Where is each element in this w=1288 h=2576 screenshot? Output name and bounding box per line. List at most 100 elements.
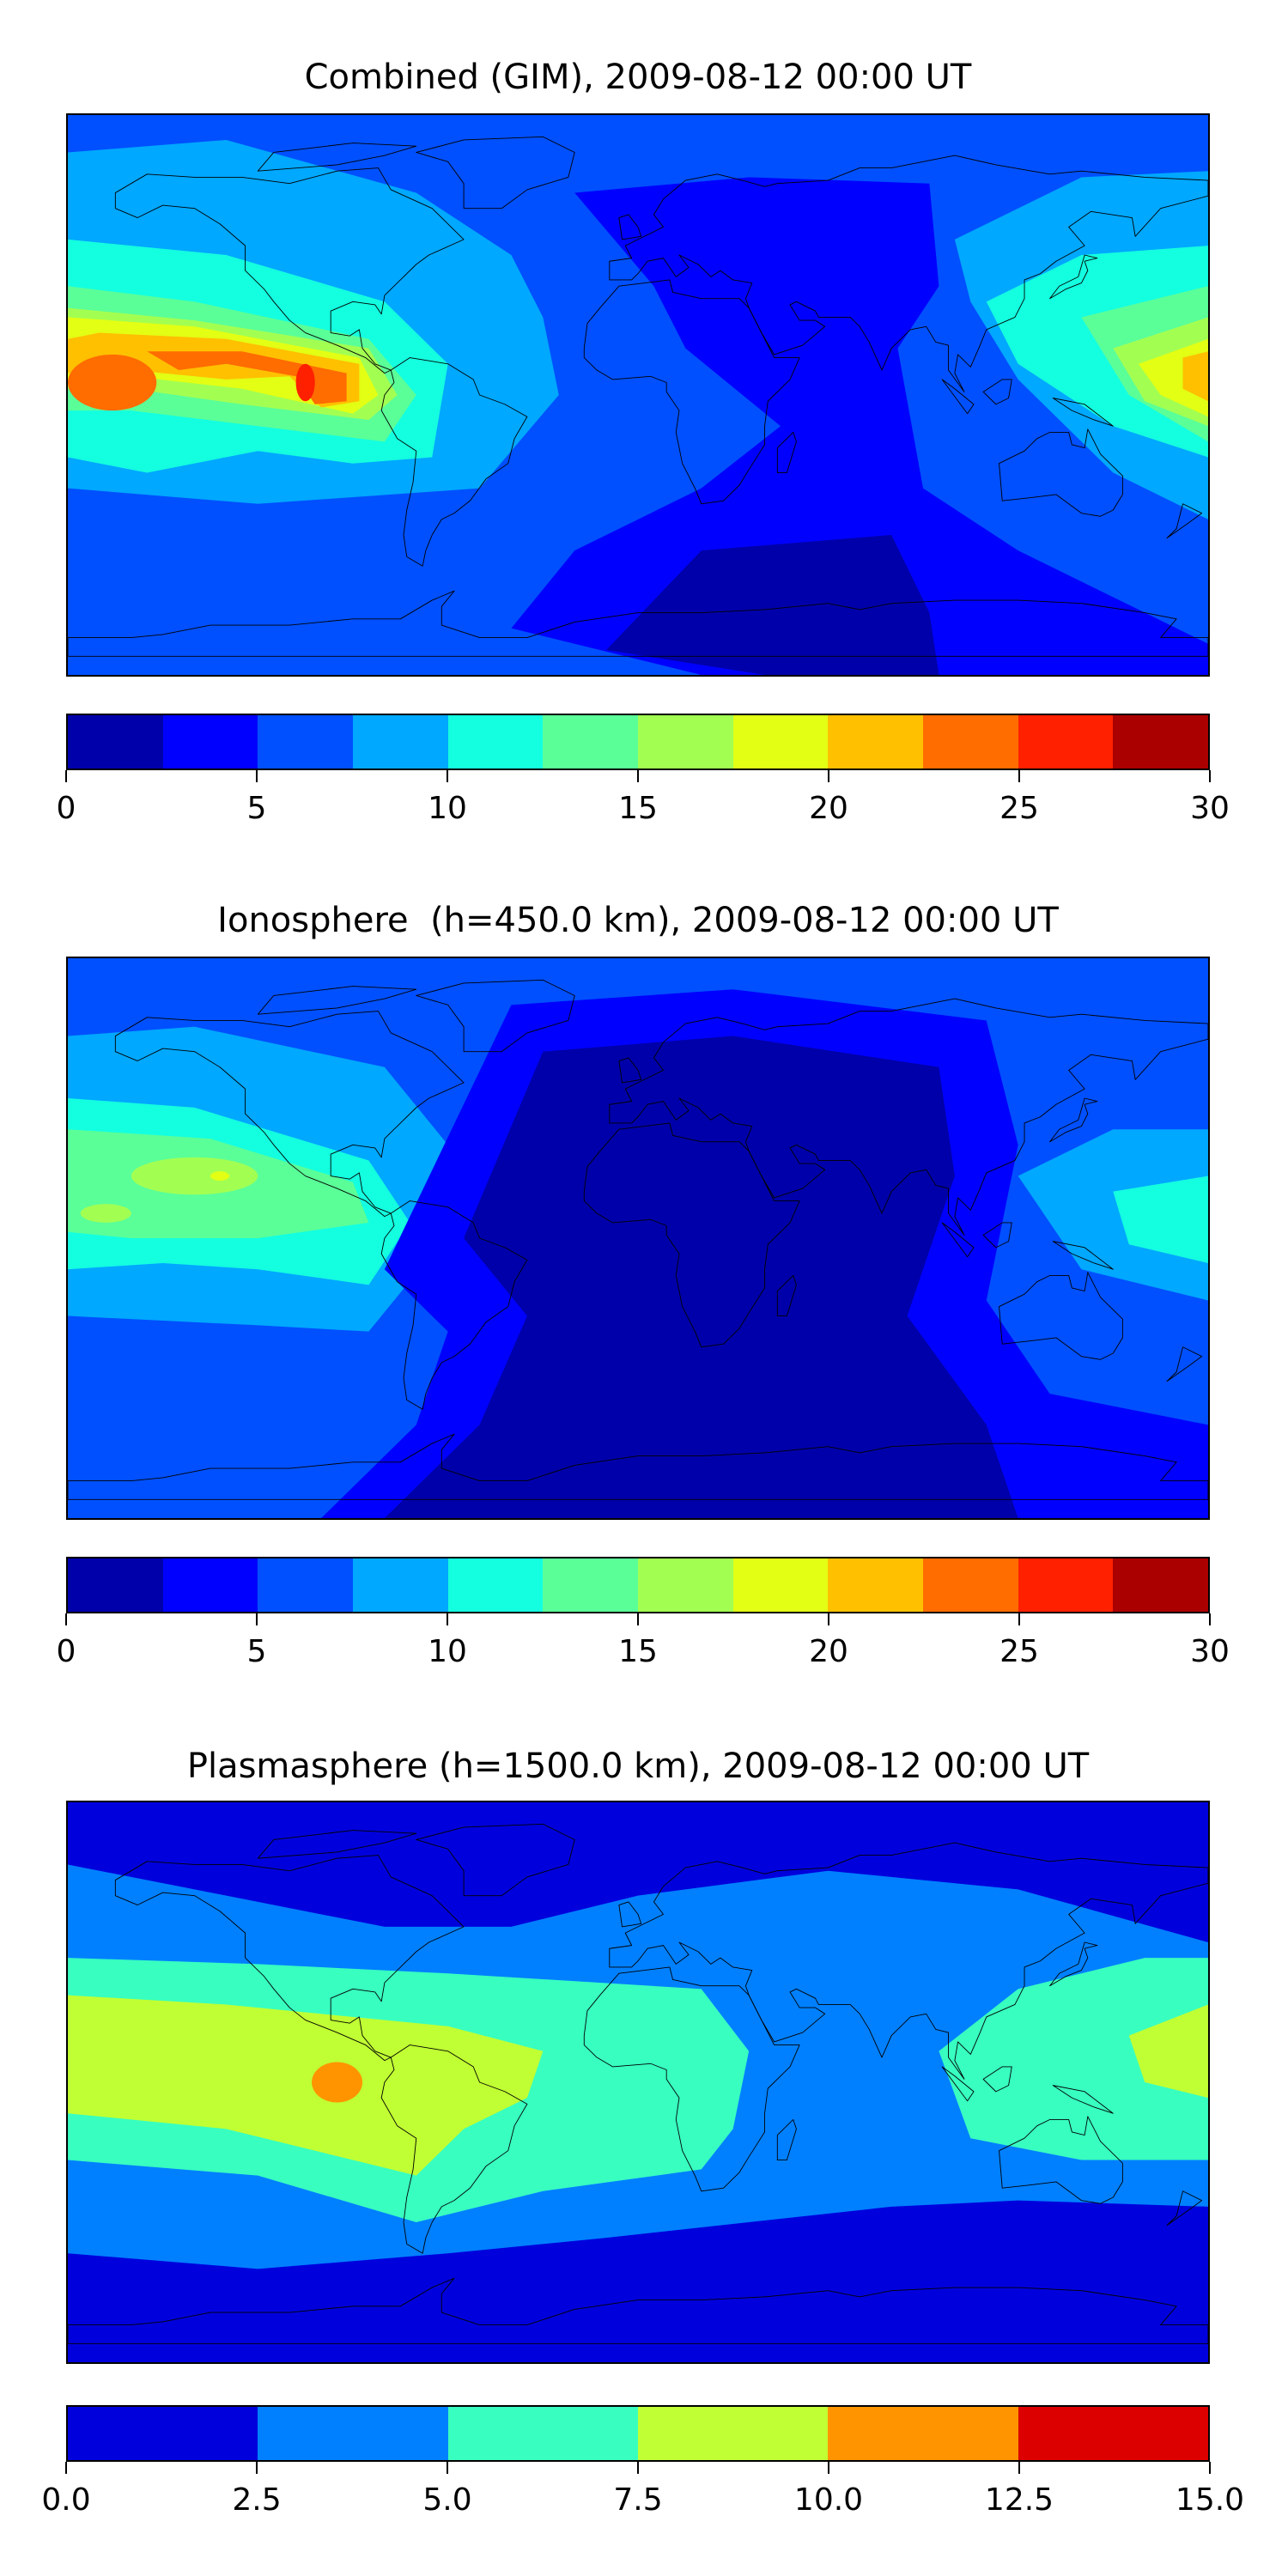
coastline: [115, 1012, 464, 1217]
contour-0-2.5: [68, 2200, 1208, 2362]
coastline: [1053, 2086, 1113, 2114]
coastline: [416, 137, 574, 208]
colorbar-segment: [828, 715, 924, 769]
colorbar-tick-label: 20: [809, 1634, 848, 1669]
colorbar-ionosphere: [66, 1557, 1210, 1613]
colorbar-segment: [828, 2407, 1018, 2460]
colorbar-segment: [543, 1558, 639, 1612]
colorbar-segment: [1113, 715, 1209, 769]
coastline: [999, 2117, 1123, 2203]
coastline: [619, 1058, 641, 1083]
contour-10-12.5: [1113, 1176, 1208, 1263]
coastline: [115, 1856, 464, 2061]
map-combined: [66, 113, 1210, 677]
coastline: [983, 380, 1012, 404]
contour-10-12.5: [312, 2062, 363, 2103]
colorbar-tick: [1018, 2462, 1020, 2474]
colorbar-tick-label: 7.5: [613, 2482, 663, 2518]
colorbar-plasmasphere: [66, 2405, 1210, 2462]
colorbar-tick-label: 30: [1190, 1634, 1230, 1669]
colorbar-tick: [256, 2462, 258, 2474]
colorbar-segment: [543, 715, 639, 769]
colorbar-tick: [1209, 2462, 1211, 2474]
colorbar-tick-label: 25: [999, 791, 1039, 826]
contour-20-22.5: [1182, 351, 1208, 402]
colorbar-tick: [65, 770, 67, 782]
coastline: [381, 358, 527, 567]
colorbar-segment: [258, 1558, 354, 1612]
colorbar-segment: [353, 715, 448, 769]
title-combined: Combined (GIM), 2009-08-12 00:00 UT: [304, 58, 972, 97]
contour-0-2.5: [606, 535, 939, 675]
colorbar-tick: [65, 2462, 67, 2474]
coastline: [115, 168, 464, 374]
colorbar-tick-label: 10: [428, 1634, 467, 1669]
title-ionosphere: Ionosphere (h=450.0 km), 2009-08-12 00:0…: [217, 901, 1059, 940]
colorbar-tick-label: 20: [809, 791, 848, 826]
contour-7.5-10: [1128, 2004, 1208, 2099]
colorbar-segment: [162, 1558, 258, 1612]
coastline: [258, 987, 416, 1015]
colorbar-segment: [1113, 1558, 1209, 1612]
coastline: [999, 1273, 1123, 1359]
colorbar-segment: [923, 1558, 1018, 1612]
colorbar-segment: [68, 1558, 163, 1612]
colorbar-segment: [353, 1558, 448, 1612]
colorbar-tick-label: 10: [428, 791, 467, 826]
coastline: [777, 432, 796, 472]
coastline: [1167, 1347, 1202, 1382]
title-plasmasphere: Plasmasphere (h=1500.0 km), 2009-08-12 0…: [186, 1747, 1090, 1786]
colorbar-tick: [447, 2462, 448, 2474]
coastline: [1050, 1942, 1097, 1986]
colorbar-tick: [637, 2462, 639, 2474]
coastline: [1053, 1242, 1113, 1270]
colorbar-tick: [828, 770, 829, 782]
coastline: [1053, 398, 1113, 427]
coastline: [1050, 255, 1097, 299]
colorbar-segment: [447, 715, 544, 769]
contour-7.5-10: [68, 1995, 544, 2176]
contour-map-ionosphere: [68, 958, 1208, 1518]
colorbar-tick-label: 0: [56, 1634, 76, 1669]
colorbar-segment: [447, 1558, 544, 1612]
coastline: [381, 1201, 527, 1410]
colorbar-tick: [447, 1613, 448, 1625]
colorbar-segment: [637, 2407, 829, 2460]
coastline: [610, 155, 1208, 392]
colorbar-tick: [828, 1613, 829, 1625]
coastline: [258, 143, 416, 172]
colorbar-segment: [732, 1558, 829, 1612]
coastline: [999, 429, 1123, 516]
colorbar-tick: [637, 1613, 639, 1625]
coastline: [68, 2278, 1208, 2343]
coastline: [416, 980, 574, 1051]
colorbar-tick-label: 15: [618, 791, 658, 826]
colorbar-tick: [256, 1613, 258, 1625]
colorbar-segment: [258, 2407, 448, 2460]
colorbar-segment: [258, 715, 354, 769]
coastline: [942, 380, 974, 414]
colorbar-combined: [66, 714, 1210, 770]
colorbar-tick: [1209, 770, 1211, 782]
contour-map-combined: [68, 115, 1208, 675]
coastline: [610, 999, 1208, 1235]
coastline: [1050, 1098, 1097, 1142]
colorbar-segment: [68, 715, 163, 769]
colorbar-segment: [732, 715, 829, 769]
colorbar-tick-label: 5: [246, 791, 267, 826]
colorbar-tick-label: 0.0: [41, 2482, 91, 2518]
colorbar-tick: [256, 770, 258, 782]
colorbar-tick: [637, 770, 639, 782]
coastline: [258, 1831, 416, 1859]
coastline: [584, 1123, 799, 1347]
colorbar-tick-label: 0: [56, 791, 76, 826]
contour-15-17.5: [131, 1157, 258, 1195]
contour-2.5-5: [511, 177, 1208, 675]
colorbar-segment: [1018, 1558, 1114, 1612]
contour-0-2.5: [68, 1802, 1208, 1942]
colorbar-tick: [1018, 1613, 1020, 1625]
colorbar-ticks-plasmasphere: 0.0 2.5 5.0 7.5 10.0 12.5 15.0: [41, 2462, 1244, 2530]
coastline: [777, 1275, 796, 1315]
colorbar-tick-label: 5.0: [422, 2482, 472, 2518]
colorbar-segment: [828, 1558, 924, 1612]
